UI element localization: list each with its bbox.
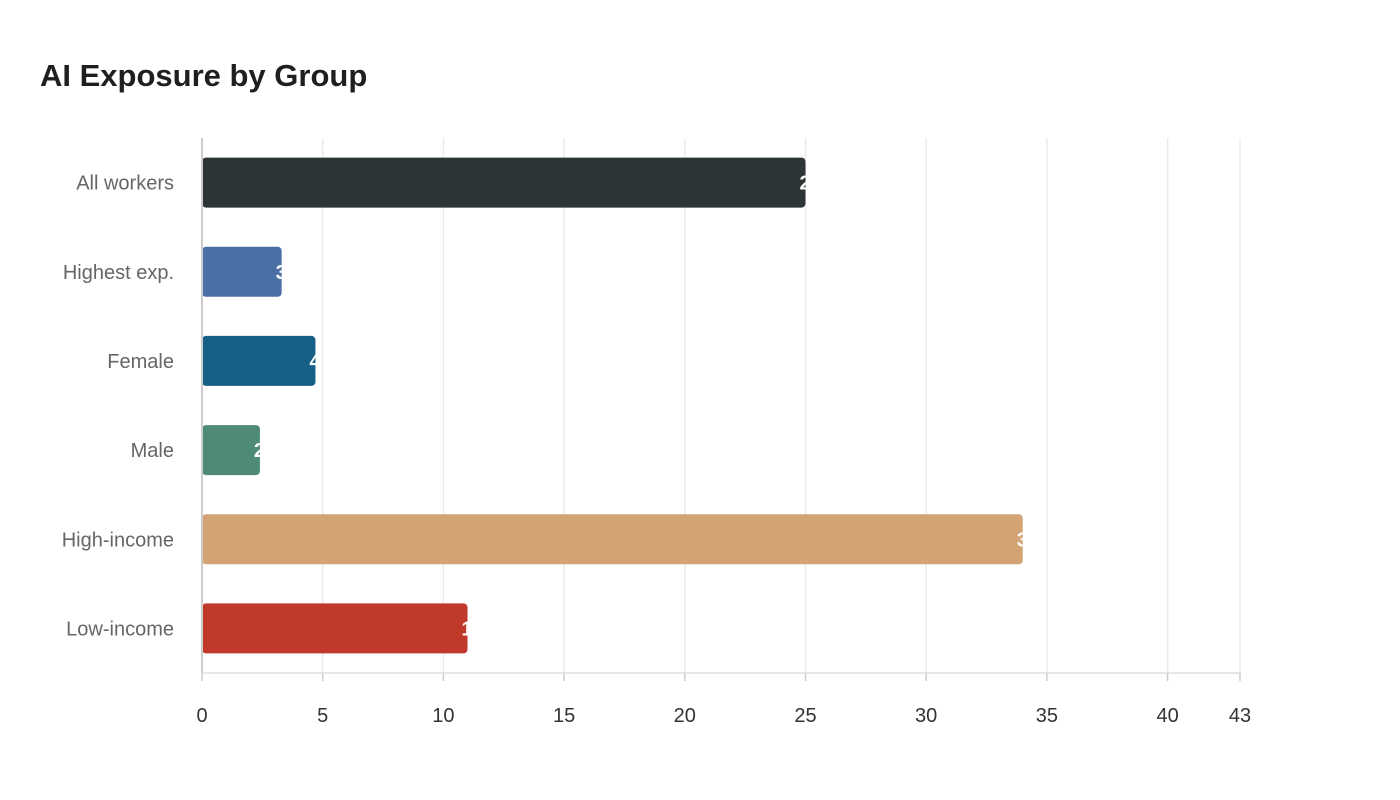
grid-lines bbox=[321, 138, 1241, 673]
category-label: High-income bbox=[62, 529, 174, 551]
x-tick-label: 0 bbox=[196, 705, 207, 727]
x-tick-label: 43 bbox=[1229, 705, 1251, 727]
x-tick-label: 40 bbox=[1156, 705, 1178, 727]
bar bbox=[202, 603, 468, 654]
category-label: Highest exp. bbox=[63, 262, 174, 284]
x-tick-label: 15 bbox=[553, 705, 575, 727]
category-labels: All workers Highest exp. Female Male High-in… bbox=[62, 173, 174, 641]
x-tick-label: 35 bbox=[1036, 705, 1058, 727]
data-label: 3.3 bbox=[276, 262, 304, 284]
category-label: Male bbox=[131, 440, 174, 462]
data-label: 2.4 bbox=[254, 440, 283, 462]
category-label: Female bbox=[107, 351, 174, 373]
bar bbox=[202, 246, 282, 297]
bar bbox=[202, 335, 316, 386]
data-label: 34 bbox=[1017, 529, 1040, 551]
chart-title: AI Exposure by Group bbox=[40, 58, 368, 93]
x-tick-label: 10 bbox=[432, 705, 454, 727]
x-tick-label: 5 bbox=[317, 705, 328, 727]
bar bbox=[202, 425, 260, 476]
data-label: 25 bbox=[799, 173, 821, 195]
category-label: All workers bbox=[76, 173, 174, 195]
axes bbox=[201, 138, 1241, 681]
x-tick-label: 25 bbox=[794, 705, 816, 727]
x-tick-label: 20 bbox=[674, 705, 696, 727]
bar bbox=[202, 514, 1023, 565]
x-tick-label: 30 bbox=[915, 705, 937, 727]
category-label: Low-income bbox=[66, 618, 174, 640]
bars bbox=[202, 157, 1023, 654]
data-label: 11 bbox=[462, 618, 483, 640]
x-tick-labels: 0 5 10 15 20 25 30 35 40 43 bbox=[196, 705, 1251, 727]
bar bbox=[202, 157, 806, 208]
